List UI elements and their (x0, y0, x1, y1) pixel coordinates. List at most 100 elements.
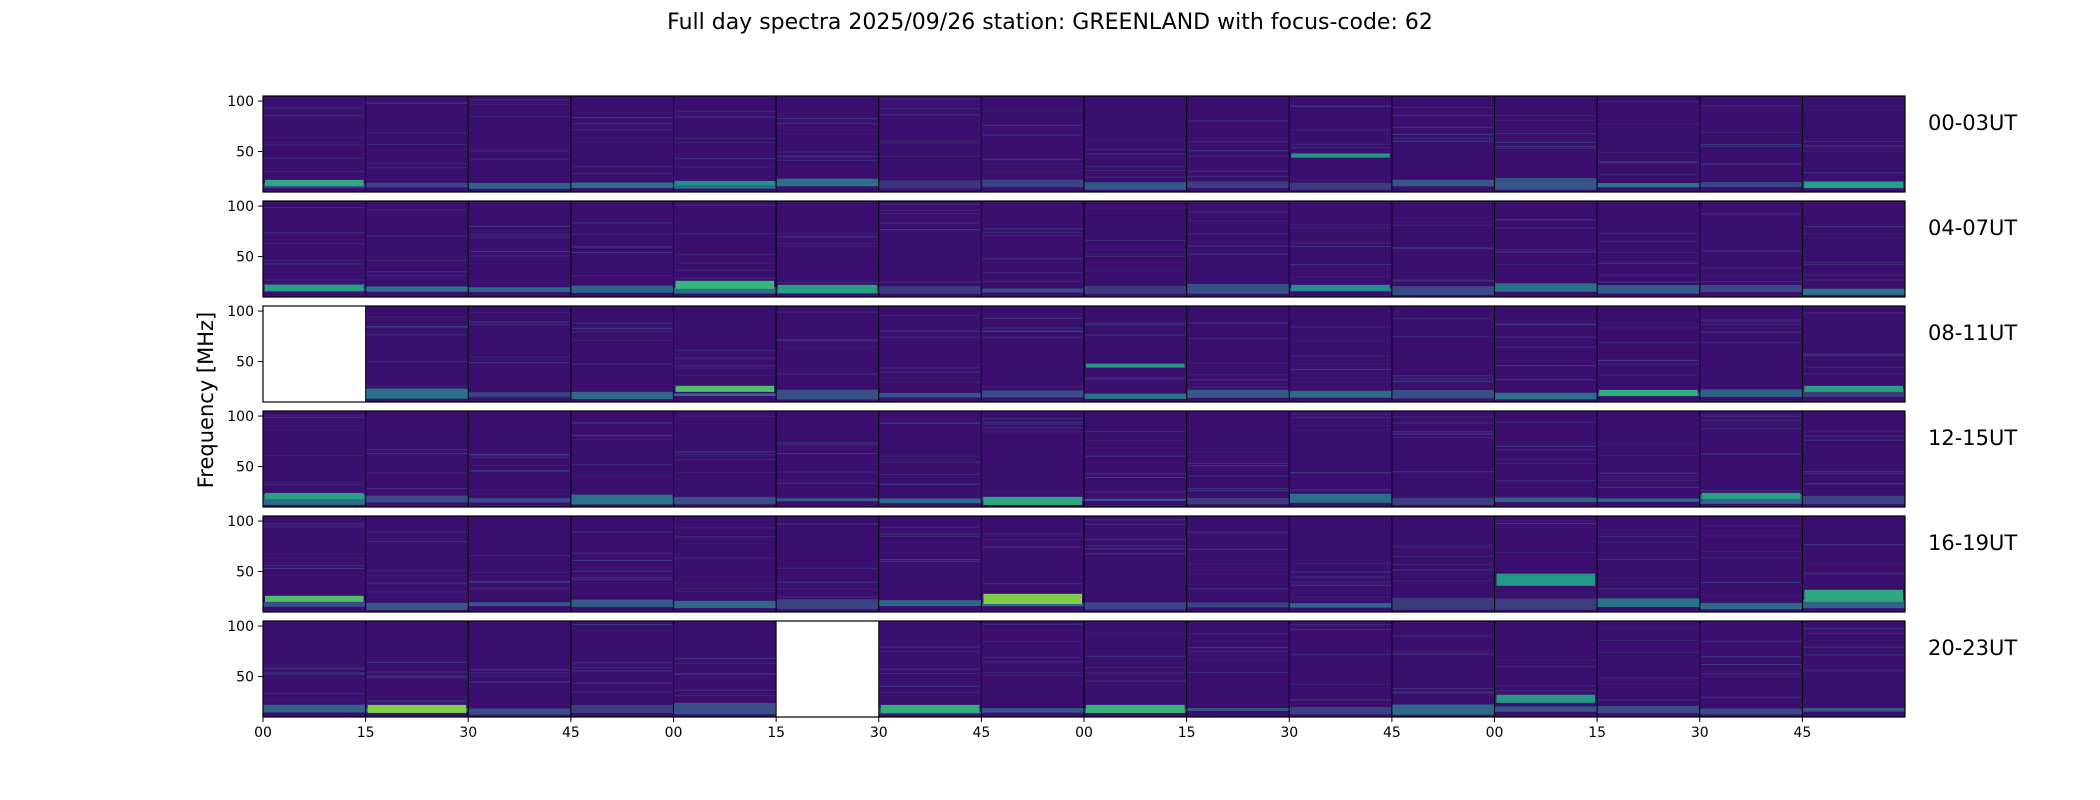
spectrum-panel (468, 621, 571, 717)
spectral-line (1391, 377, 1495, 379)
low-frequency-band (673, 393, 777, 396)
spectral-line (1494, 324, 1598, 326)
spectral-line (1289, 377, 1392, 379)
y-tick-label: 50 (236, 565, 254, 581)
low-frequency-band (570, 285, 674, 293)
spectrum-panel (1494, 201, 1598, 297)
spectral-line (263, 667, 366, 669)
spectral-line (263, 672, 366, 674)
spectral-line (981, 280, 1084, 282)
spectral-line (570, 166, 674, 168)
spectral-line (468, 470, 571, 472)
spectral-line (1699, 132, 1803, 134)
spectrum-panel (1699, 516, 1803, 612)
spectral-line (365, 570, 469, 572)
low-frequency-band (468, 498, 571, 503)
spectral-line (263, 157, 366, 159)
spectral-line (1186, 531, 1290, 533)
spectral-line (263, 454, 366, 456)
spectral-line (878, 222, 982, 224)
spectral-line (468, 225, 571, 227)
spectral-line (1494, 592, 1598, 594)
spectral-line (570, 327, 674, 329)
spectral-line (1699, 281, 1803, 283)
low-frequency-band (1802, 707, 1905, 712)
spectral-line (1289, 105, 1392, 107)
spectral-line (673, 695, 777, 697)
spectral-line (570, 247, 674, 249)
spectral-line (1391, 126, 1495, 128)
spectral-line (1289, 581, 1392, 583)
spectral-line (1186, 451, 1290, 453)
spectral-line (776, 372, 879, 374)
spectral-line (1186, 150, 1290, 152)
spectral-line (981, 170, 1084, 172)
spectral-line (468, 103, 571, 105)
spectral-line (468, 255, 571, 257)
spectral-line (1494, 666, 1598, 668)
spectrum-panel (1597, 621, 1700, 717)
spectral-line (263, 279, 366, 281)
spectral-line (365, 671, 469, 673)
spectral-line (878, 455, 982, 457)
spectral-line (776, 482, 879, 484)
spectral-line (776, 117, 879, 119)
spectral-line (878, 142, 982, 144)
spectral-line (365, 591, 469, 593)
rfi-feature (265, 179, 364, 186)
spectral-line (365, 700, 469, 702)
spectral-line (263, 567, 366, 569)
spectral-line (1289, 571, 1392, 573)
spectral-line (1391, 246, 1495, 248)
spectral-line (263, 415, 366, 417)
rfi-feature (265, 492, 364, 499)
spectral-line (776, 523, 879, 525)
spectral-line (1391, 317, 1495, 319)
spectrum-panel (1494, 306, 1598, 402)
rfi-feature (1291, 153, 1390, 158)
spectrum-panel (570, 201, 674, 297)
spectral-line (1597, 581, 1700, 583)
spectral-line (1186, 475, 1290, 477)
spectral-line (981, 546, 1084, 548)
spectral-line (468, 672, 571, 674)
spectral-line (1494, 336, 1598, 338)
low-frequency-band (1699, 602, 1803, 610)
spectral-line (570, 570, 674, 572)
spectral-line (1494, 523, 1598, 525)
spectral-line (981, 583, 1084, 585)
spectral-line (1084, 519, 1187, 521)
spectral-line (878, 281, 982, 283)
low-frequency-band (673, 287, 777, 294)
spectrum-panel (1597, 306, 1700, 402)
low-frequency-band (776, 599, 879, 610)
low-frequency-band (1597, 705, 1700, 714)
spectral-line (263, 259, 366, 261)
spectral-line (365, 334, 469, 336)
spectral-line (1494, 346, 1598, 348)
spectral-line (1084, 667, 1187, 669)
spectral-line (878, 533, 982, 535)
rfi-feature (1496, 694, 1596, 703)
spectral-line (1802, 274, 1905, 276)
spectral-line (878, 559, 982, 561)
spectral-line (1391, 422, 1495, 424)
spectral-line (263, 136, 366, 138)
spectral-line (1699, 490, 1803, 492)
spectral-line (1802, 366, 1905, 368)
spectral-line (1699, 163, 1803, 165)
spectral-line (981, 317, 1084, 319)
spectral-line (878, 422, 982, 424)
spectral-line (365, 661, 469, 663)
low-frequency-band (981, 288, 1084, 293)
row-frame (262, 515, 1906, 613)
spectral-line (673, 527, 777, 529)
spectral-line (981, 158, 1084, 160)
spectral-line (878, 228, 982, 230)
spectral-line (365, 452, 469, 454)
spectral-line (776, 245, 879, 247)
spectral-line (981, 674, 1084, 676)
rfi-feature (675, 385, 775, 392)
spectral-line (1289, 472, 1392, 474)
spectral-line (570, 474, 674, 476)
